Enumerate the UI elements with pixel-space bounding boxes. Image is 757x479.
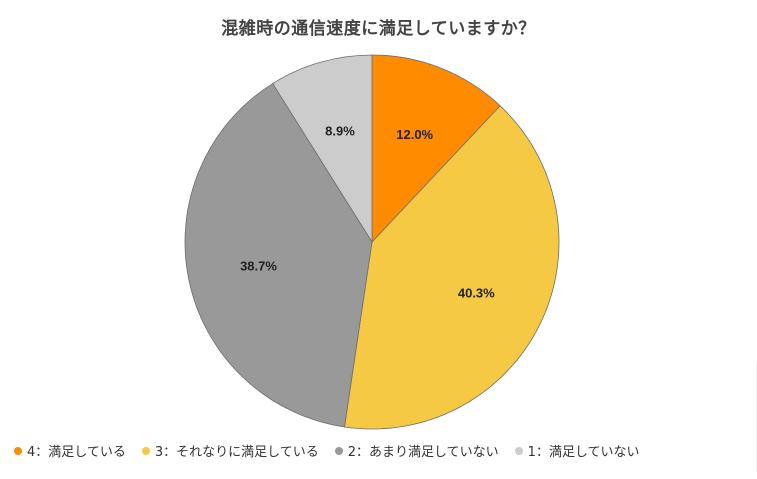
- legend-dot-icon: [334, 446, 343, 455]
- slice-value-label: 38.7%: [240, 259, 277, 274]
- slice-satisfied[interactable]: [371, 54, 501, 244]
- pie-slices: [184, 54, 560, 430]
- legend-label: 2：あまり満足していない: [347, 445, 499, 460]
- slice-somewhat-satisfied[interactable]: [344, 105, 560, 430]
- slice-not-very-satisfied[interactable]: [184, 82, 373, 428]
- legend-dot-icon: [14, 446, 22, 455]
- slice-value-label: 12.0%: [396, 127, 433, 142]
- legend-label: 4：満足している: [27, 445, 126, 460]
- chart-title: 混雑時の通信速度に満足していますか？: [221, 19, 536, 39]
- legend-label: 1：満足していない: [527, 445, 640, 460]
- pie-labels: 12.0% 40.3% 38.7% 8.9%: [240, 124, 495, 301]
- legend-item-not-very-satisfied[interactable]: 2：あまり満足していない: [334, 441, 499, 460]
- legend: 4：満足している 3：それなりに満足している 2：あまり満足していない 1：満足…: [14, 441, 640, 460]
- legend-dot-icon: [141, 446, 150, 455]
- legend-dot-icon: [514, 446, 523, 455]
- legend-label: 3：それなりに満足している: [154, 445, 319, 460]
- slice-not-satisfied[interactable]: [272, 54, 373, 244]
- slice-value-label: 40.3%: [458, 286, 495, 301]
- legend-item-not-satisfied[interactable]: 1：満足していない: [514, 441, 640, 460]
- legend-item-satisfied[interactable]: 4：満足している: [14, 441, 126, 460]
- slice-value-label: 8.9%: [325, 124, 355, 139]
- legend-item-somewhat-satisfied[interactable]: 3：それなりに満足している: [141, 441, 319, 460]
